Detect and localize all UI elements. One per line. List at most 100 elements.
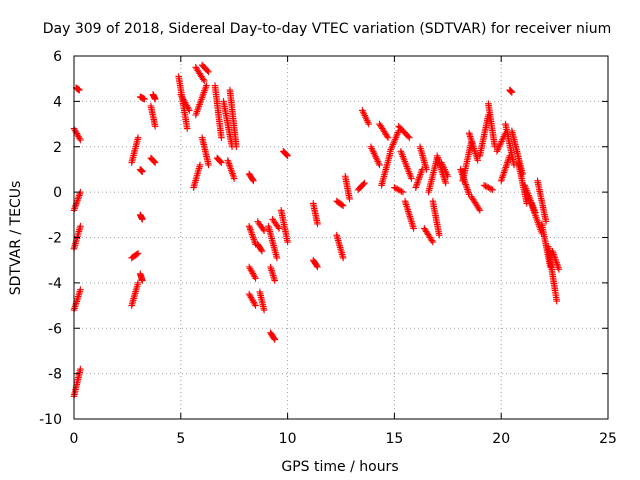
data-point xyxy=(271,277,279,284)
data-point xyxy=(133,250,141,258)
y-axis-label: SDTVAR / TECUs xyxy=(8,181,24,296)
data-point xyxy=(553,297,561,305)
data-point xyxy=(476,206,484,214)
data-point xyxy=(314,220,321,228)
data-point xyxy=(151,123,159,130)
grid-lines xyxy=(74,56,608,419)
data-point xyxy=(404,133,412,140)
data-point xyxy=(410,225,417,232)
data-point xyxy=(139,216,146,223)
data-point xyxy=(549,247,556,255)
data-point xyxy=(204,67,211,75)
data-point xyxy=(76,86,83,94)
data-point xyxy=(217,158,224,166)
data-point xyxy=(183,125,191,132)
data-point xyxy=(338,201,346,209)
data-point xyxy=(398,188,405,195)
data-point xyxy=(260,306,268,314)
y-tick-label: -6 xyxy=(48,321,62,337)
data-point xyxy=(408,175,415,182)
data-point xyxy=(391,184,398,191)
data-point xyxy=(361,179,368,187)
data-point xyxy=(249,176,257,183)
data-point xyxy=(205,68,212,76)
data-point xyxy=(555,265,563,273)
data-point xyxy=(216,157,224,165)
data-point xyxy=(474,157,482,164)
y-tick-label: -4 xyxy=(48,276,62,292)
x-axis-label: GPS time / hours xyxy=(281,459,398,475)
data-point xyxy=(496,141,504,148)
data-point xyxy=(134,279,142,287)
x-tick-label: 15 xyxy=(385,431,403,447)
data-point xyxy=(489,186,496,194)
data-point xyxy=(226,162,233,169)
data-point xyxy=(413,182,420,190)
data-point xyxy=(384,134,392,141)
data-points xyxy=(70,61,563,400)
data-point xyxy=(274,223,282,231)
data-point xyxy=(442,179,449,187)
data-point xyxy=(552,256,559,263)
data-point xyxy=(77,222,84,230)
data-point xyxy=(270,335,278,342)
x-tick-label: 25 xyxy=(599,431,617,447)
data-point xyxy=(552,257,560,265)
data-point xyxy=(542,218,550,225)
data-point xyxy=(282,151,290,158)
data-point xyxy=(134,250,142,257)
data-point xyxy=(218,134,225,141)
data-point xyxy=(393,185,401,193)
data-point xyxy=(396,187,404,194)
data-point xyxy=(77,286,84,293)
data-point xyxy=(250,177,257,185)
data-point xyxy=(271,336,279,343)
y-tick-label: 0 xyxy=(53,185,62,201)
data-point xyxy=(480,182,488,189)
data-point xyxy=(485,184,492,191)
data-point xyxy=(365,120,373,128)
data-point xyxy=(139,277,146,284)
data-point xyxy=(444,172,452,180)
data-point xyxy=(415,174,423,181)
data-point xyxy=(252,302,259,309)
data-point xyxy=(227,166,235,174)
x-tick-label: 20 xyxy=(492,431,510,447)
data-point xyxy=(260,227,268,234)
data-point xyxy=(251,300,258,308)
data-point xyxy=(224,157,232,164)
data-point xyxy=(435,231,443,239)
axes: 0 5 10 15 20 25 -10 -8 -6 -4 -2 0 2 4 6 xyxy=(39,49,617,447)
data-point xyxy=(498,138,505,145)
data-point xyxy=(508,89,516,96)
data-point xyxy=(284,152,291,160)
y-tick-label: 4 xyxy=(53,94,62,110)
data-point xyxy=(494,146,502,153)
data-point xyxy=(395,186,402,194)
data-point xyxy=(218,159,225,166)
data-point xyxy=(200,76,207,83)
data-point xyxy=(151,158,158,166)
data-point xyxy=(200,77,208,85)
data-point xyxy=(225,158,232,166)
y-tick-label: -8 xyxy=(48,367,62,383)
data-point xyxy=(205,161,212,169)
data-point xyxy=(229,170,236,177)
data-point xyxy=(423,166,430,173)
data-point xyxy=(77,365,84,373)
data-point xyxy=(313,262,321,270)
data-point xyxy=(283,151,291,159)
data-point xyxy=(196,161,204,169)
data-point xyxy=(230,175,238,182)
data-point xyxy=(417,171,424,178)
y-tick-label: -10 xyxy=(39,412,62,428)
data-point xyxy=(233,143,240,151)
data-point xyxy=(76,135,83,142)
data-point xyxy=(151,95,159,103)
data-point xyxy=(428,237,436,244)
data-point xyxy=(134,134,142,141)
data-point xyxy=(251,273,258,281)
x-tick-label: 5 xyxy=(176,431,185,447)
data-point xyxy=(399,188,407,196)
